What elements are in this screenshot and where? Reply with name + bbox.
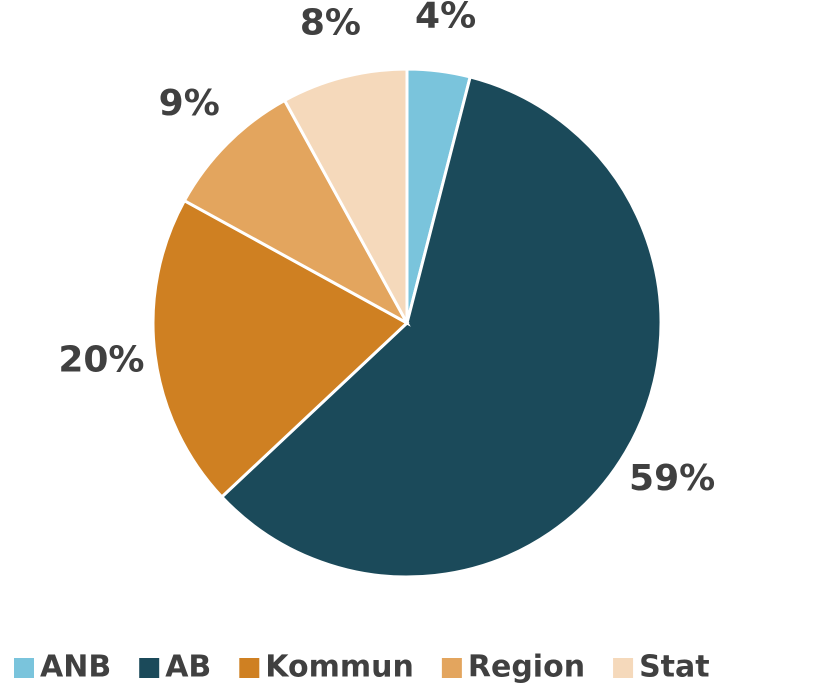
legend-label: Region: [468, 650, 585, 685]
legend-swatch: [613, 658, 634, 678]
data-label: 8%: [300, 3, 361, 44]
legend-swatch: [441, 658, 462, 678]
legend-label: Kommun: [265, 650, 414, 685]
data-label: 59%: [629, 458, 715, 499]
legend-label: AB: [165, 650, 211, 685]
pie-slice: [182, 98, 411, 327]
pie-slice: [219, 75, 663, 579]
legend-swatch: [239, 658, 260, 678]
legend-swatch: [14, 658, 34, 678]
legend-swatch: [139, 658, 160, 678]
data-label: 20%: [58, 340, 144, 381]
legend-label: Stat: [639, 650, 710, 685]
data-label: 4%: [415, 0, 476, 36]
pie-slice: [282, 67, 409, 324]
pie-slice: [151, 198, 410, 499]
data-label: 9%: [159, 83, 220, 124]
legend-label: ANB: [40, 650, 111, 685]
